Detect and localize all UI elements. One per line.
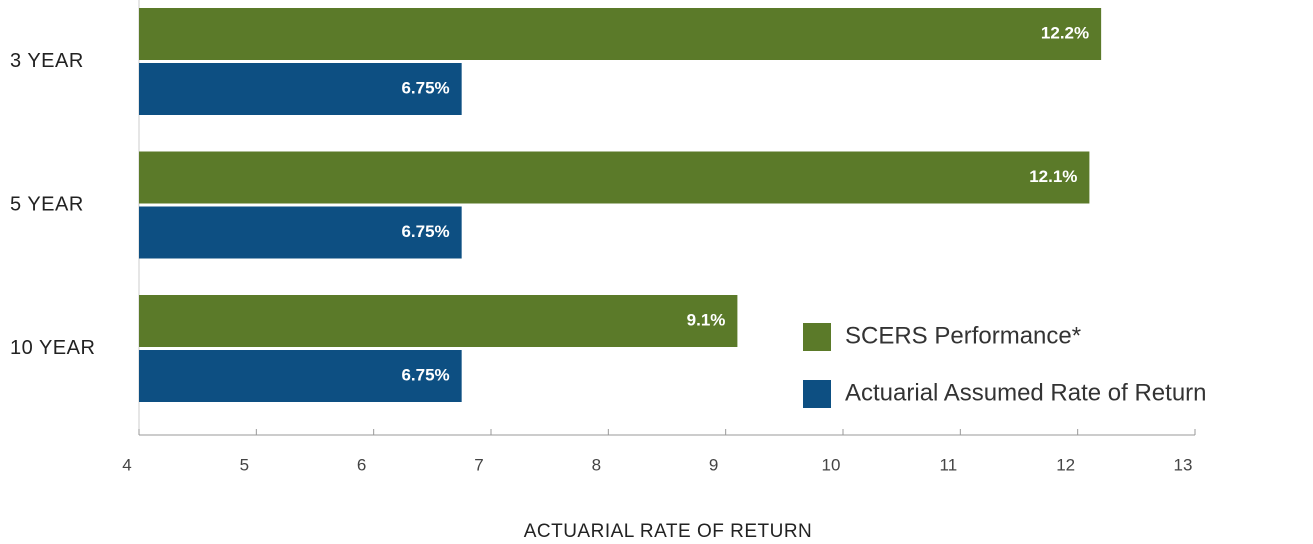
x-tick-label: 4 — [122, 455, 131, 474]
data-label: 6.75% — [401, 222, 449, 241]
legend-label: SCERS Performance* — [845, 322, 1081, 349]
y-tick-label: 3 YEAR — [10, 50, 84, 72]
bar — [139, 63, 462, 115]
x-tick-label: 9 — [709, 455, 718, 474]
data-label: 6.75% — [401, 365, 449, 384]
x-tick-label: 6 — [357, 455, 366, 474]
bar — [139, 295, 738, 347]
x-tick-label: 5 — [240, 455, 249, 474]
y-tick-label: 10 YEAR — [10, 337, 95, 359]
bar — [139, 206, 462, 259]
x-tick-label: 8 — [592, 455, 601, 474]
bar — [139, 151, 1090, 204]
data-label: 9.1% — [687, 310, 726, 329]
legend-swatch — [803, 323, 831, 351]
bar — [139, 8, 1102, 60]
x-tick-label: 11 — [940, 455, 958, 474]
x-tick-label: 7 — [474, 455, 483, 474]
x-tick-label: 10 — [822, 455, 841, 474]
data-label: 12.1% — [1029, 167, 1077, 186]
legend-label: Actuarial Assumed Rate of Return — [845, 379, 1207, 406]
x-tick-label: 13 — [1174, 455, 1193, 474]
data-label: 12.2% — [1041, 23, 1089, 42]
y-tick-label: 5 YEAR — [10, 193, 84, 215]
x-axis-title: ACTUARIAL RATE OF RETURN — [524, 521, 813, 542]
data-label: 6.75% — [401, 78, 449, 97]
legend-swatch — [803, 380, 831, 408]
bar — [139, 350, 462, 402]
x-tick-label: 12 — [1056, 455, 1075, 474]
